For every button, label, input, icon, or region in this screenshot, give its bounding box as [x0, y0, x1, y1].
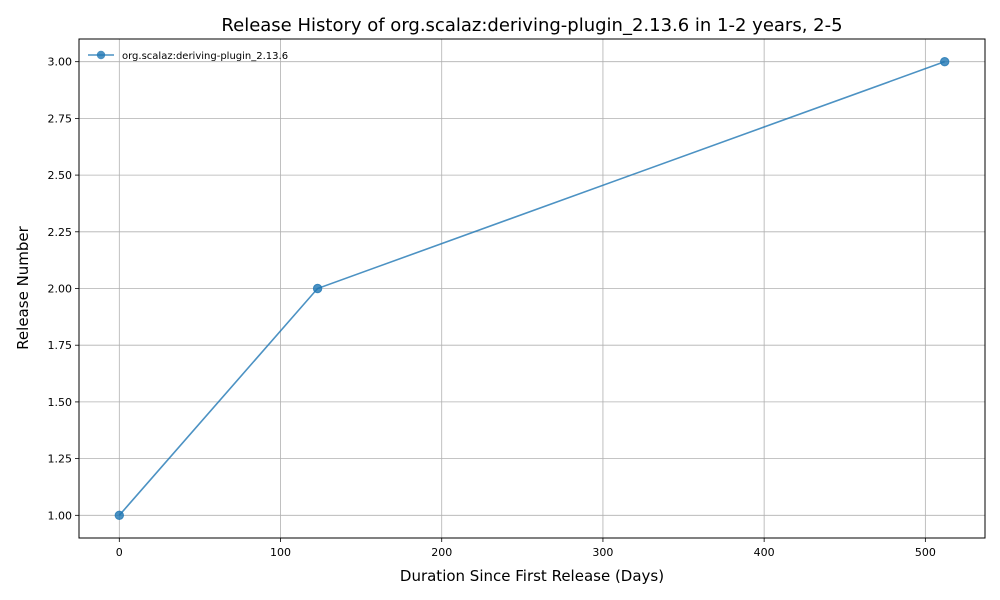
x-tick-label: 400 [754, 546, 775, 559]
y-tick-label: 3.00 [48, 56, 73, 69]
y-tick-label: 2.00 [48, 283, 73, 296]
legend: org.scalaz:deriving-plugin_2.13.6 [88, 50, 288, 62]
y-tick-label: 1.75 [48, 339, 73, 352]
legend-label: org.scalaz:deriving-plugin_2.13.6 [122, 51, 288, 62]
x-axis-title: Duration Since First Release (Days) [400, 567, 664, 585]
x-tick-label: 500 [915, 546, 936, 559]
y-tick-label: 1.50 [48, 396, 73, 409]
x-axis: 0 100 200 300 400 500 [116, 538, 936, 559]
y-tick-label: 2.75 [48, 112, 73, 125]
x-tick-label: 0 [116, 546, 123, 559]
y-tick-label: 2.25 [48, 226, 73, 239]
y-tick-label: 2.50 [48, 169, 73, 182]
x-tick-label: 100 [270, 546, 291, 559]
y-axis: 1.00 1.25 1.50 1.75 2.00 2.25 2.50 2.75 3.00 [48, 56, 79, 522]
series-layer [114, 56, 950, 521]
data-point [939, 56, 950, 67]
y-tick-label: 1.25 [48, 453, 73, 466]
y-tick-label: 1.00 [48, 509, 73, 522]
chart-title: Release History of org.scalaz:deriving-p… [221, 15, 842, 36]
grid-lines [79, 39, 985, 538]
x-tick-label: 200 [431, 546, 452, 559]
x-tick-label: 300 [592, 546, 613, 559]
data-point [312, 283, 323, 294]
data-point [114, 510, 125, 521]
legend-marker [96, 50, 106, 60]
y-axis-title: Release Number [14, 225, 32, 349]
